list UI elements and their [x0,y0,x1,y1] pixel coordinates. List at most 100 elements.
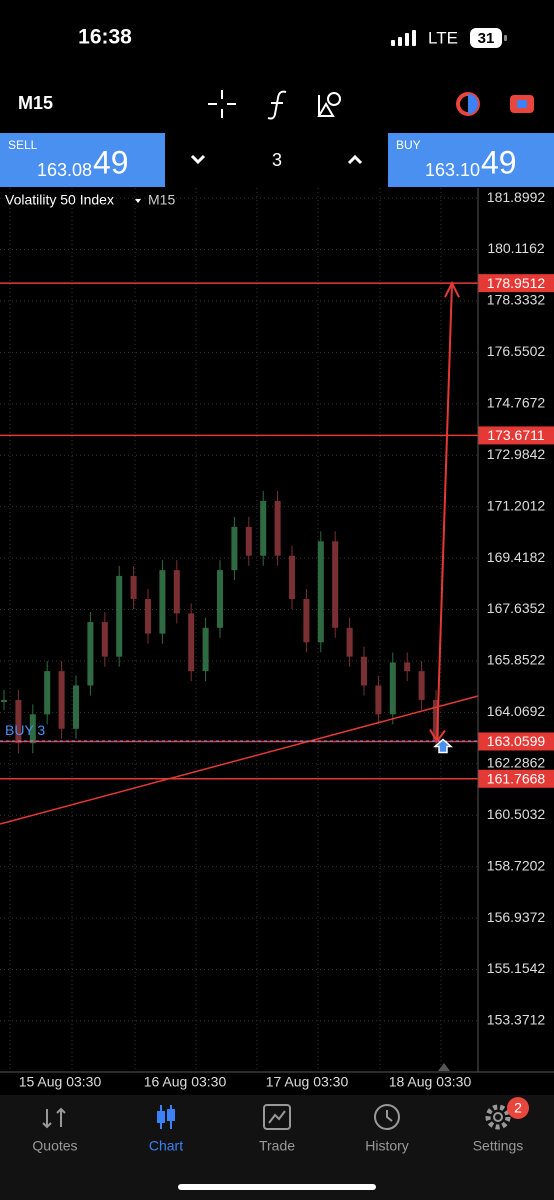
candle [433,699,439,741]
time-label: 18 Aug 03:30 [389,1074,472,1090]
candle [217,570,223,628]
price-tick-label: 172.9842 [487,446,546,462]
price-tick-label: 158.7202 [487,857,546,873]
candle [1,699,7,702]
one-click-icon-half [468,94,478,114]
tab[interactable]: Trade [259,1104,295,1154]
network: LTE [428,28,458,47]
candle [159,570,166,634]
tab-bar [0,1095,554,1200]
candle [274,500,281,556]
crosshair-icon[interactable] [208,90,236,118]
time-label: 17 Aug 03:30 [266,1074,349,1090]
tab[interactable]: Chart [149,1105,183,1154]
chart-timeframe: M15 [148,192,175,208]
price-tick-label: 174.7672 [487,395,546,411]
candle [44,671,51,715]
level-label: 178.9512 [487,275,546,291]
candle [346,627,353,657]
sell-label: SELL [8,138,38,152]
level-badge [478,426,554,445]
candle [260,500,267,556]
tab-icon [263,1104,291,1130]
buy-price: 163.10 [425,160,480,180]
battery-cap [504,35,507,41]
battery-level: 31 [478,30,495,47]
sell-price: 163.08 [37,160,92,180]
candle [404,662,411,672]
price-tick-label: 153.3712 [487,1012,546,1028]
candle [303,598,310,643]
tab-icon [42,1107,66,1129]
candle [87,622,94,686]
trade-icon-inner [517,100,527,108]
price-tick-label: 181.8992 [487,189,546,205]
volume[interactable]: 3 [272,150,282,170]
level-label: 163.0599 [487,733,546,749]
candle [202,627,209,672]
tab-label: Chart [149,1138,183,1154]
tab[interactable]: History [365,1104,409,1154]
price-tick-label: 156.9372 [487,909,546,925]
buy-label: BUY [396,138,421,152]
price-tick-label: 167.6352 [487,600,546,616]
candle [73,685,79,729]
indicators-icon[interactable] [267,90,287,120]
home-indicator [178,1184,376,1190]
candle [289,555,295,599]
buy-button[interactable] [388,133,554,187]
price-tick-label: 180.1162 [487,240,545,256]
tab[interactable]: Quotes [32,1107,78,1154]
candle [116,575,123,657]
sell-button[interactable] [0,133,165,187]
arrow-line [436,283,453,742]
time-label: 16 Aug 03:30 [144,1074,227,1090]
badge [507,1097,529,1119]
tab-label: Quotes [32,1138,77,1154]
trend-line [0,695,479,825]
objects-icon[interactable] [317,92,341,117]
candle [389,662,396,715]
badge-count: 2 [514,1100,522,1116]
candle [375,685,382,715]
price-tick-label: 155.1542 [487,960,546,976]
clock: 16:38 [78,26,132,49]
candle [245,526,252,556]
candle [361,656,367,686]
candle [231,526,238,571]
candle [173,570,180,614]
buy-price-pips: 49 [481,144,517,180]
price-tick-label: 176.5502 [487,343,546,359]
price-tick-label: 164.0692 [487,703,546,719]
volume-down[interactable] [190,154,206,165]
candle [317,541,324,643]
tab-icon [485,1104,511,1130]
tab-label: Trade [259,1138,295,1154]
volume-up[interactable] [347,154,363,165]
candle [29,714,36,744]
price-tick-label: 160.5032 [487,806,546,822]
candle [145,598,151,634]
price-tick-label: 162.2862 [487,754,546,770]
price-chart: 181.8992 180.1162 178.3332 176.5502 174.7672… [0,188,554,1090]
tab-icon [374,1104,400,1130]
battery [470,28,502,48]
candle [15,699,22,744]
arrow-head [429,728,446,744]
candle [418,671,425,700]
price-tick-label: 169.4182 [487,549,546,565]
level-badge [478,769,554,788]
candle [101,622,108,657]
timeframe-button[interactable]: M15 [18,93,53,113]
symbol-dropdown[interactable] [135,199,141,203]
position-label: BUY 3 [5,722,45,738]
level-label: 161.7668 [487,770,546,786]
arrow-head [444,280,460,298]
tab-label: Settings [473,1138,524,1154]
level-badge [478,274,554,293]
tab-icon [493,1112,503,1122]
signal-icon [391,30,416,46]
price-tick-label: 165.8522 [487,652,546,668]
tab[interactable]: 2 Settings [473,1097,529,1154]
